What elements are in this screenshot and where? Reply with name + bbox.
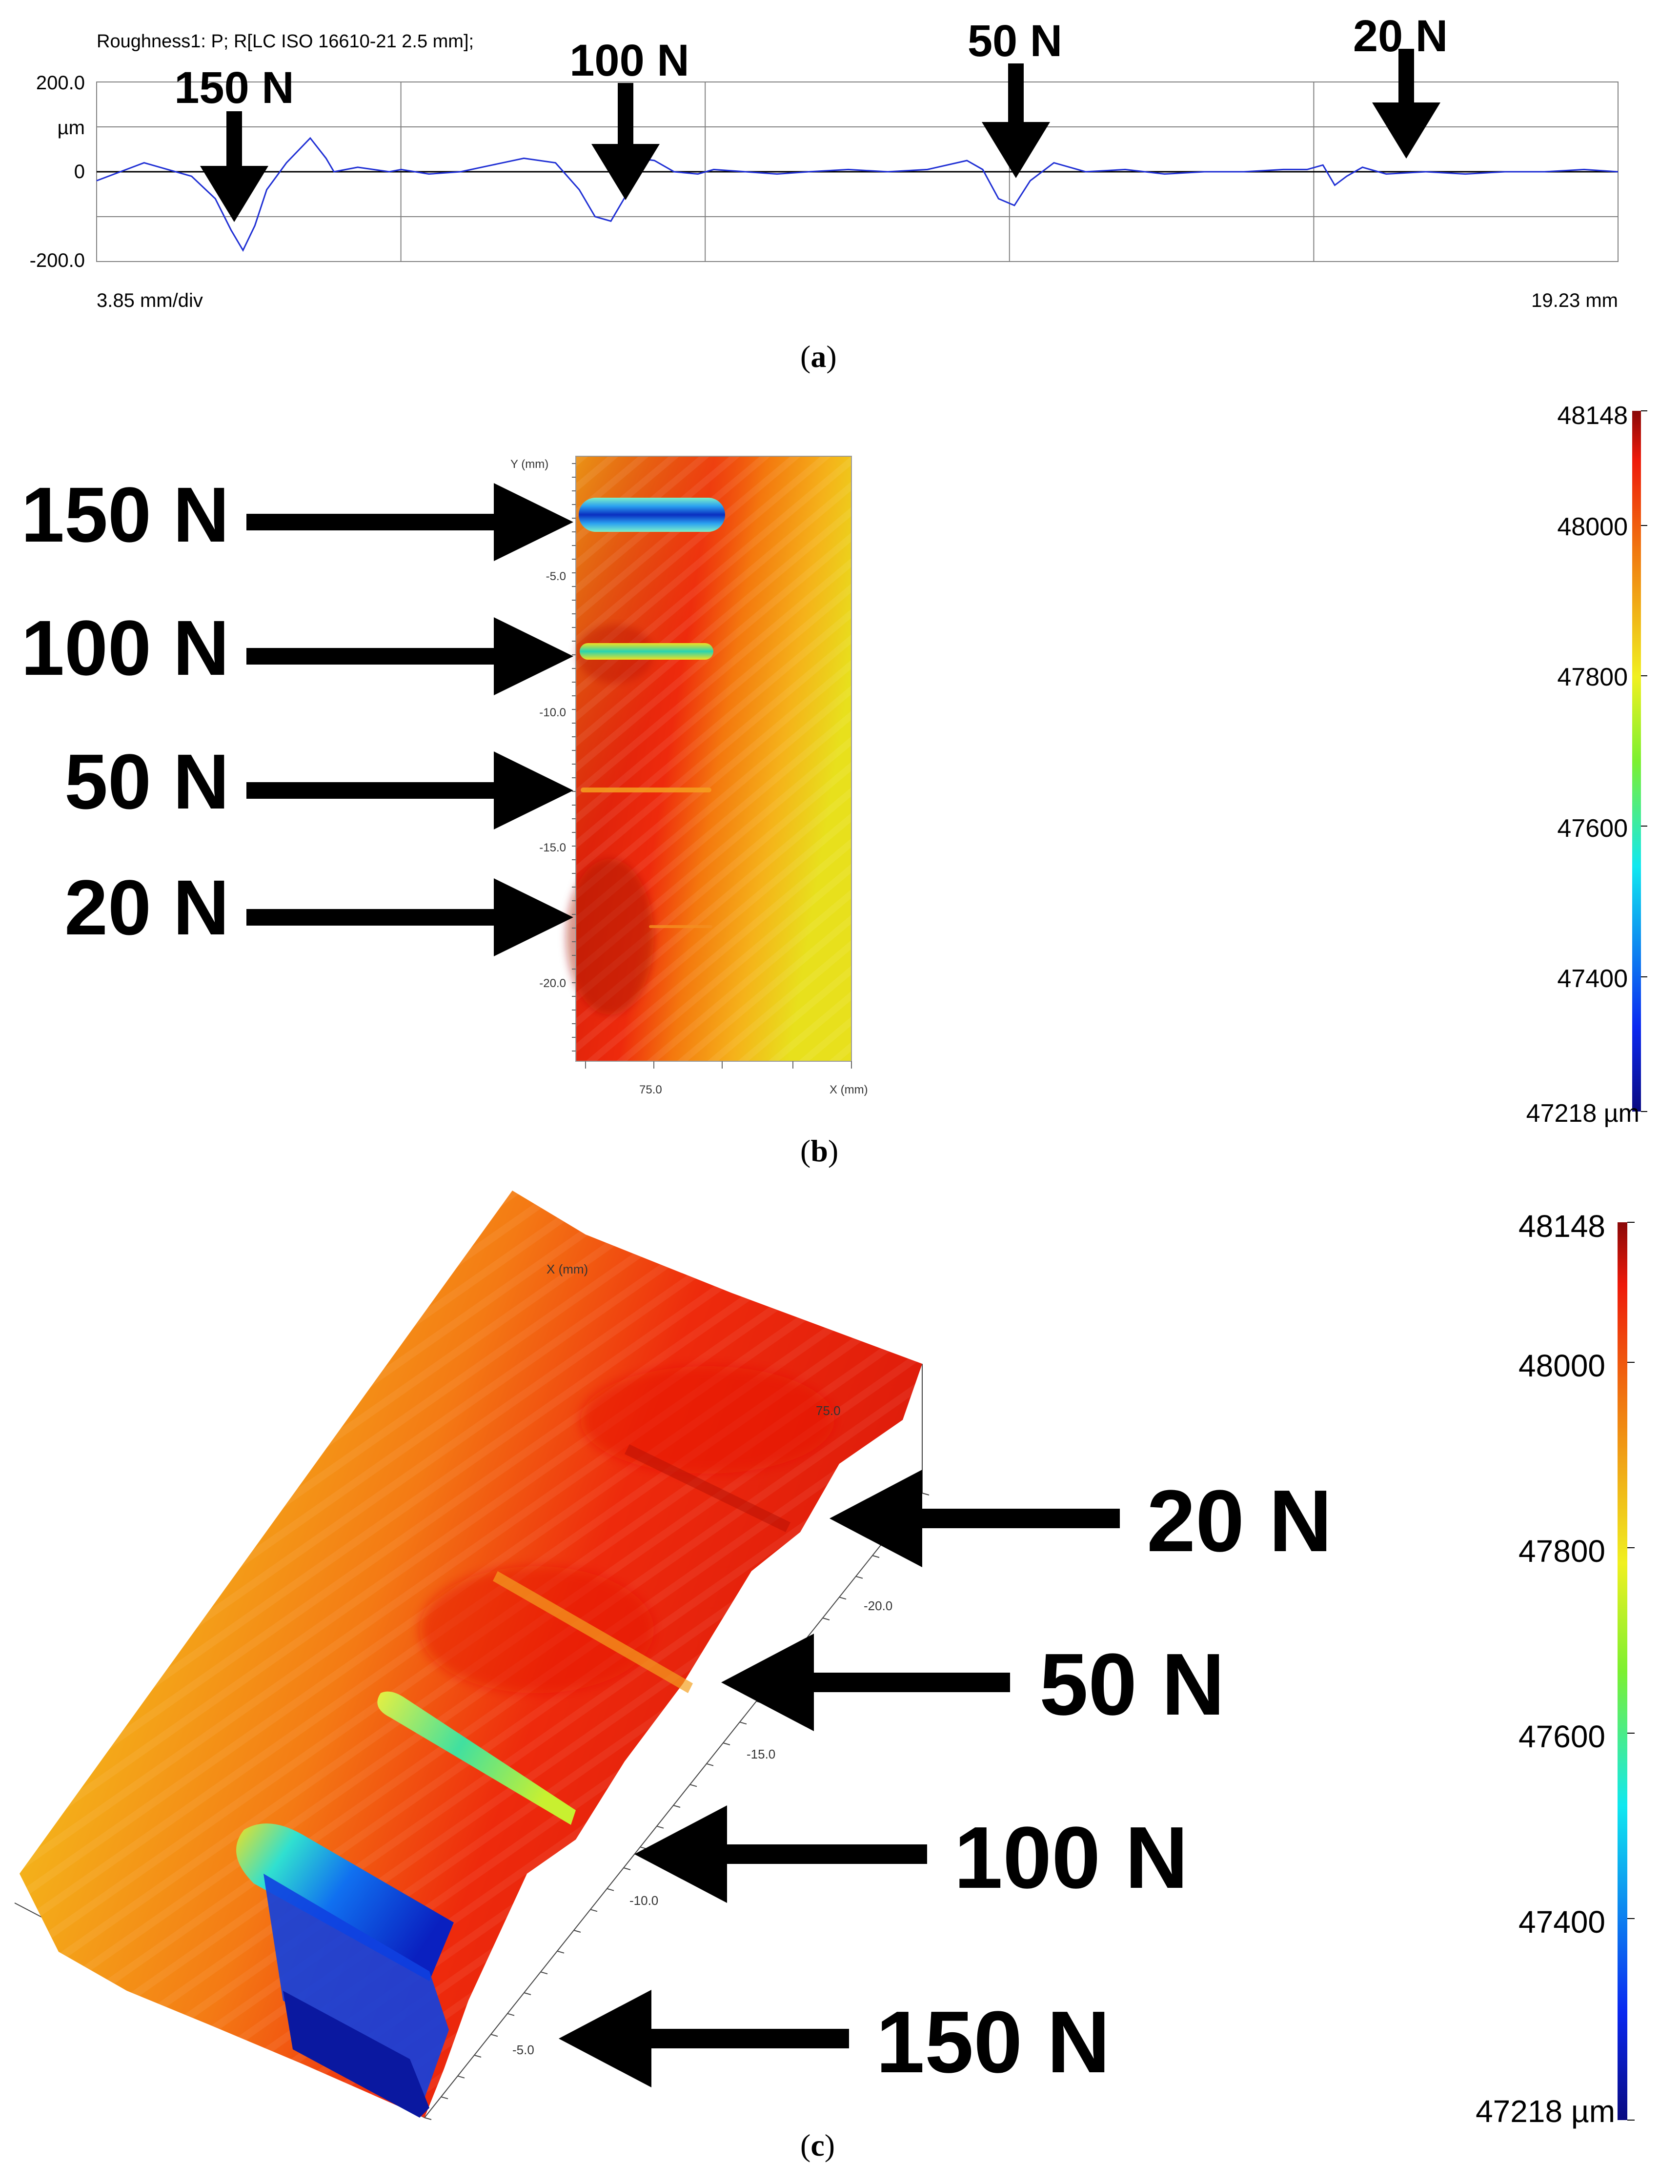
heightmap-y-tick: -20.0 [539, 977, 566, 990]
groove-20n [649, 925, 712, 928]
load-label-20: 20 N [1353, 11, 1448, 61]
load-label-b-20: 20 N [64, 864, 229, 951]
profile-line [96, 137, 1619, 252]
load-arrow-c [721, 1634, 1010, 1731]
profile-y-tick: -200.0 [29, 250, 85, 271]
profile-y-tick: 200.0 [36, 72, 85, 94]
caption-a: (a) [800, 339, 837, 374]
surface-y-tick: -10.0 [629, 1893, 659, 1908]
load-arrow-c [634, 1805, 927, 1903]
colorbar-c-tick: 47600 [1518, 1719, 1605, 1754]
heightmap-y-tick: -15.0 [539, 841, 566, 854]
heightmap-2d [246, 410, 1647, 1112]
profile-load-arrow [200, 111, 268, 222]
load-arrow-b [246, 617, 573, 695]
profile-y-unit: µm [57, 117, 85, 139]
load-arrow-c [559, 1990, 849, 2087]
profile-load-arrow [591, 83, 660, 200]
load-arrow-b [246, 878, 573, 956]
caption-b: (b) [800, 1133, 839, 1168]
load-label-b-100: 100 N [21, 604, 229, 691]
surface-y-tick: -15.0 [747, 1747, 776, 1761]
colorbar-b-tick: 47800 [1557, 663, 1628, 691]
profile-load-arrow [982, 63, 1050, 178]
load-arrow-b [246, 483, 573, 561]
profile-load-arrow [1372, 49, 1440, 159]
colorbar-c-tick: 48000 [1518, 1348, 1605, 1383]
colorbar-b-tick: 47218 µm [1526, 1099, 1640, 1128]
colorbar-c-tick: 48148 [1518, 1209, 1605, 1244]
load-label-b-50: 50 N [64, 738, 229, 825]
colorbar-c-tick: 47400 [1518, 1904, 1605, 1940]
heightmap-y-tick: -10.0 [539, 706, 566, 719]
panel-b: Y (mm) X (mm) 75.0 -5.0 -10.0 -15.0 -20.… [0, 381, 1680, 1191]
heightmap-x-tick: 75.0 [639, 1083, 662, 1096]
load-label-c-150: 150 N [876, 1993, 1111, 2091]
profile-x-end: 19.23 mm [1531, 290, 1618, 311]
groove-3d-20n [625, 1444, 790, 1532]
load-label-c-50: 50 N [1039, 1636, 1225, 1734]
groove-3d-50n [493, 1571, 693, 1693]
load-label-100: 100 N [569, 36, 689, 85]
colorbar-b [1632, 411, 1641, 1112]
heightmap-3d [14, 1191, 1635, 2121]
load-label-150: 150 N [174, 63, 294, 113]
colorbar-b-tick: 47400 [1557, 965, 1628, 993]
load-label-c-20: 20 N [1147, 1472, 1333, 1570]
load-label-50: 50 N [967, 16, 1063, 66]
profile-y-tick: 0 [74, 161, 85, 182]
load-label-b-150: 150 N [21, 471, 229, 558]
profile-header: Roughness1: P; R[LC ISO 16610-21 2.5 mm]… [97, 31, 474, 52]
surface-x-axis-label: X (mm) [547, 1262, 588, 1276]
profile-chart [96, 49, 1619, 262]
surface-y-tick: -5.0 [512, 2042, 534, 2057]
panel-a: Roughness1: P; R[LC ISO 16610-21 2.5 mm]… [0, 0, 1680, 381]
panel-c: X (mm) 75.0 -20.0 -15.0 -10.0 -5.0 20 N … [0, 1191, 1680, 2184]
groove-3d-150n [236, 1823, 454, 1981]
surface-y-tick: -20.0 [864, 1598, 893, 1613]
groove-100n [580, 643, 713, 660]
load-arrow-c [830, 1470, 1120, 1567]
colorbar-b-tick: 48000 [1557, 513, 1628, 541]
colorbar-c [1618, 1222, 1627, 2120]
load-arrow-b [246, 751, 573, 829]
groove-50n [581, 788, 711, 792]
surface-x-tick: 75.0 [816, 1403, 841, 1418]
heightmap-y-axis-label: Y (mm) [510, 458, 549, 471]
colorbar-b-tick: 47600 [1557, 814, 1628, 843]
load-label-c-100: 100 N [954, 1809, 1189, 1907]
colorbar-c-tick: 47218 µm [1476, 2094, 1615, 2129]
heightmap-x-axis-label: X (mm) [830, 1083, 868, 1096]
groove-150n [579, 498, 725, 532]
colorbar-c-tick: 47800 [1518, 1534, 1605, 1569]
profile-x-scale: 3.85 mm/div [97, 290, 203, 311]
heightmap-y-tick: -5.0 [546, 570, 566, 583]
groove-3d-100n [377, 1691, 576, 1825]
colorbar-b-tick: 48148 [1557, 402, 1628, 430]
caption-c: (c) [800, 2128, 835, 2163]
